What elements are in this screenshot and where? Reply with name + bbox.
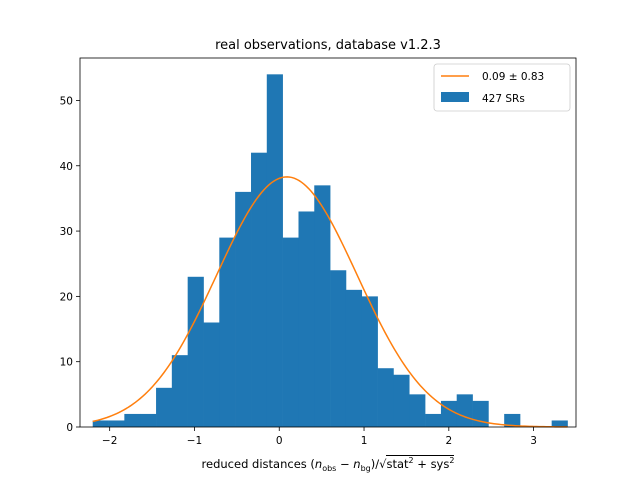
histogram-bar bbox=[298, 211, 315, 427]
histogram-bar bbox=[393, 374, 410, 427]
histogram-bars bbox=[92, 74, 568, 428]
y-axis-ticks: 0 10 20 30 40 50 bbox=[60, 95, 80, 434]
histogram-bar bbox=[314, 185, 331, 427]
histogram-bar bbox=[140, 413, 157, 427]
histogram-bar bbox=[171, 355, 188, 427]
histogram-bar bbox=[456, 394, 473, 427]
x-label-bg: bg bbox=[360, 464, 371, 474]
legend: 0.09 ± 0.83 427 SRs bbox=[433, 63, 571, 112]
x-label-obs: obs bbox=[322, 464, 337, 474]
histogram-bar bbox=[92, 420, 109, 427]
x-label-n2: n bbox=[353, 456, 361, 471]
y-tick-label: 20 bbox=[60, 291, 73, 303]
histogram-bar bbox=[361, 296, 378, 427]
x-tick-label: 3 bbox=[530, 435, 537, 447]
x-label-radicand: stat2 + sys2 bbox=[386, 454, 455, 471]
y-tick-label: 30 bbox=[60, 226, 73, 238]
x-tick-label: 2 bbox=[445, 435, 452, 447]
x-label-plus: + bbox=[413, 456, 431, 471]
histogram-bar bbox=[203, 322, 220, 427]
legend-histogram-label: 427 SRs bbox=[482, 93, 525, 105]
histogram-bar bbox=[187, 276, 204, 427]
x-label-minus: − bbox=[336, 456, 354, 471]
y-tick-label: 40 bbox=[60, 161, 73, 173]
histogram-bar bbox=[345, 289, 363, 427]
x-tick-label: 0 bbox=[276, 435, 283, 447]
y-tick-label: 0 bbox=[66, 422, 73, 434]
histogram-bar bbox=[251, 152, 268, 428]
histogram-bar bbox=[440, 400, 458, 427]
histogram-bar bbox=[124, 413, 141, 427]
y-tick-label: 50 bbox=[60, 95, 73, 107]
axes-frame bbox=[79, 57, 577, 428]
x-tick-label: −2 bbox=[102, 435, 117, 447]
histogram-bar bbox=[504, 413, 521, 427]
x-label-close: )/ bbox=[370, 456, 380, 471]
x-tick-label: −1 bbox=[187, 435, 202, 447]
histogram-bar bbox=[235, 191, 252, 427]
histogram-bar bbox=[330, 270, 347, 427]
x-axis-ticks: −2 −1 0 1 2 3 bbox=[102, 427, 537, 447]
y-tick-label: 10 bbox=[60, 357, 73, 369]
histogram-bar bbox=[551, 420, 568, 427]
legend-histogram-swatch bbox=[441, 92, 469, 102]
x-label-stat: stat bbox=[386, 456, 409, 471]
x-label-prefix: reduced distances ( bbox=[201, 456, 315, 471]
histogram-bar bbox=[219, 237, 236, 427]
histogram-bar bbox=[156, 387, 173, 427]
x-label-n: n bbox=[314, 456, 323, 471]
histogram-bar bbox=[425, 413, 442, 427]
x-axis-label: reduced distances (nobs − nbg)/√stat2 + … bbox=[80, 454, 576, 474]
histogram-bar bbox=[282, 237, 299, 427]
histogram-bar bbox=[377, 368, 394, 427]
gaussian-fit-line bbox=[92, 176, 568, 428]
x-label-sys: sys bbox=[430, 456, 450, 471]
chart-title: real observations, database v1.2.3 bbox=[215, 38, 441, 53]
x-label-sqrt: √ bbox=[379, 456, 387, 471]
x-tick-label: 1 bbox=[361, 435, 368, 447]
histogram-bar bbox=[409, 394, 426, 427]
histogram-bar bbox=[266, 74, 283, 428]
histogram-bar bbox=[108, 420, 125, 427]
x-label-sys-exp: 2 bbox=[449, 456, 455, 465]
legend-fit-label: 0.09 ± 0.83 bbox=[482, 71, 544, 83]
x-label-stat-exp: 2 bbox=[408, 456, 414, 465]
